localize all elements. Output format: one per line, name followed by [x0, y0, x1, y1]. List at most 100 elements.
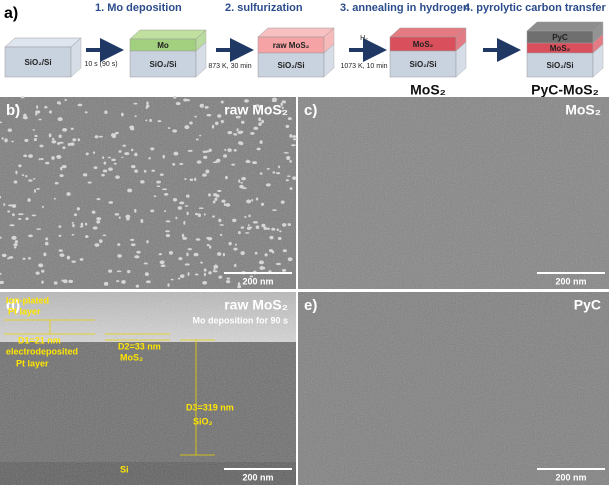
particle — [269, 235, 274, 240]
particle — [0, 236, 2, 239]
particle — [32, 129, 36, 131]
particle — [173, 96, 177, 99]
particle — [33, 137, 37, 142]
particle — [45, 161, 50, 165]
particle — [281, 106, 284, 109]
particle — [94, 135, 99, 139]
particle — [240, 120, 245, 124]
particle — [130, 148, 134, 152]
particle — [25, 217, 29, 221]
particle — [107, 167, 113, 171]
particle — [93, 166, 98, 170]
particle — [258, 117, 262, 122]
particle — [115, 131, 119, 135]
particle — [285, 124, 290, 129]
particle — [96, 217, 102, 221]
particle — [258, 260, 264, 265]
particle — [212, 161, 218, 164]
sem-panel: d) raw MoS₂ Mo deposition for 90 s 200 nm — [0, 292, 296, 485]
particle — [51, 156, 55, 160]
particle — [39, 144, 44, 148]
particle — [58, 134, 62, 139]
particle — [135, 284, 140, 288]
particle — [165, 234, 171, 238]
particle — [249, 275, 254, 278]
particle — [145, 106, 148, 110]
particle — [220, 100, 224, 104]
panel-title: PyC — [574, 297, 601, 313]
particle — [163, 193, 169, 196]
particle — [289, 159, 292, 163]
particle — [167, 283, 170, 287]
particle — [194, 273, 199, 276]
particle — [187, 248, 193, 251]
particle — [21, 174, 25, 176]
layer — [129, 50, 197, 78]
particle — [24, 138, 29, 143]
particle — [33, 177, 36, 180]
particle — [172, 198, 178, 202]
step-title: 3. annealing in hydrogen — [340, 2, 470, 14]
particle — [98, 135, 103, 138]
block-top — [389, 27, 467, 38]
particle — [35, 271, 40, 275]
particle — [1, 137, 4, 140]
particle — [124, 152, 130, 156]
particle — [162, 188, 168, 191]
particle — [34, 189, 37, 193]
particle — [58, 225, 62, 228]
particle — [224, 148, 227, 151]
particle — [113, 162, 117, 165]
particle — [240, 251, 245, 256]
particle — [31, 214, 37, 217]
particle — [73, 213, 78, 217]
particle — [221, 199, 226, 203]
particle — [84, 235, 89, 238]
particle — [58, 101, 62, 105]
particle — [41, 280, 44, 284]
particle — [232, 218, 237, 223]
particle — [184, 178, 187, 180]
particle — [272, 209, 277, 211]
particle — [248, 214, 251, 218]
particle — [238, 179, 241, 183]
particle — [77, 138, 81, 142]
particle — [118, 150, 122, 153]
particle — [70, 142, 75, 146]
particle — [28, 154, 33, 158]
particle — [193, 252, 199, 257]
particle — [253, 126, 259, 130]
particle — [38, 158, 41, 161]
step-title: 4. pyrolytic carbon transfer — [464, 2, 607, 14]
panel-label: b) — [6, 102, 20, 119]
annotation: MoS₂ — [120, 352, 143, 362]
particle — [283, 151, 289, 154]
particle — [51, 137, 55, 141]
particle — [130, 238, 135, 241]
particle — [259, 140, 263, 145]
particle — [246, 199, 252, 204]
particle — [219, 224, 224, 226]
particle — [146, 101, 149, 106]
particle — [133, 102, 138, 105]
particle — [35, 110, 41, 114]
particle — [49, 110, 52, 114]
sem-panel: e) PyC 200 nm — [298, 292, 609, 485]
particle — [225, 280, 231, 284]
particle — [218, 218, 222, 223]
particle — [146, 280, 151, 284]
particle — [220, 119, 224, 124]
particle — [8, 204, 13, 207]
particle — [156, 180, 162, 184]
particle — [263, 226, 267, 230]
particle — [136, 250, 141, 254]
particle — [184, 125, 190, 130]
particle — [177, 206, 183, 210]
particle — [246, 226, 252, 230]
scale-bar-label: 200 nm — [555, 472, 586, 482]
particle — [103, 161, 107, 165]
panel-label: e) — [304, 297, 317, 314]
sem-panel: b) raw MoS₂ 200 nm — [0, 96, 297, 289]
particle — [202, 173, 207, 177]
particle — [103, 281, 109, 286]
